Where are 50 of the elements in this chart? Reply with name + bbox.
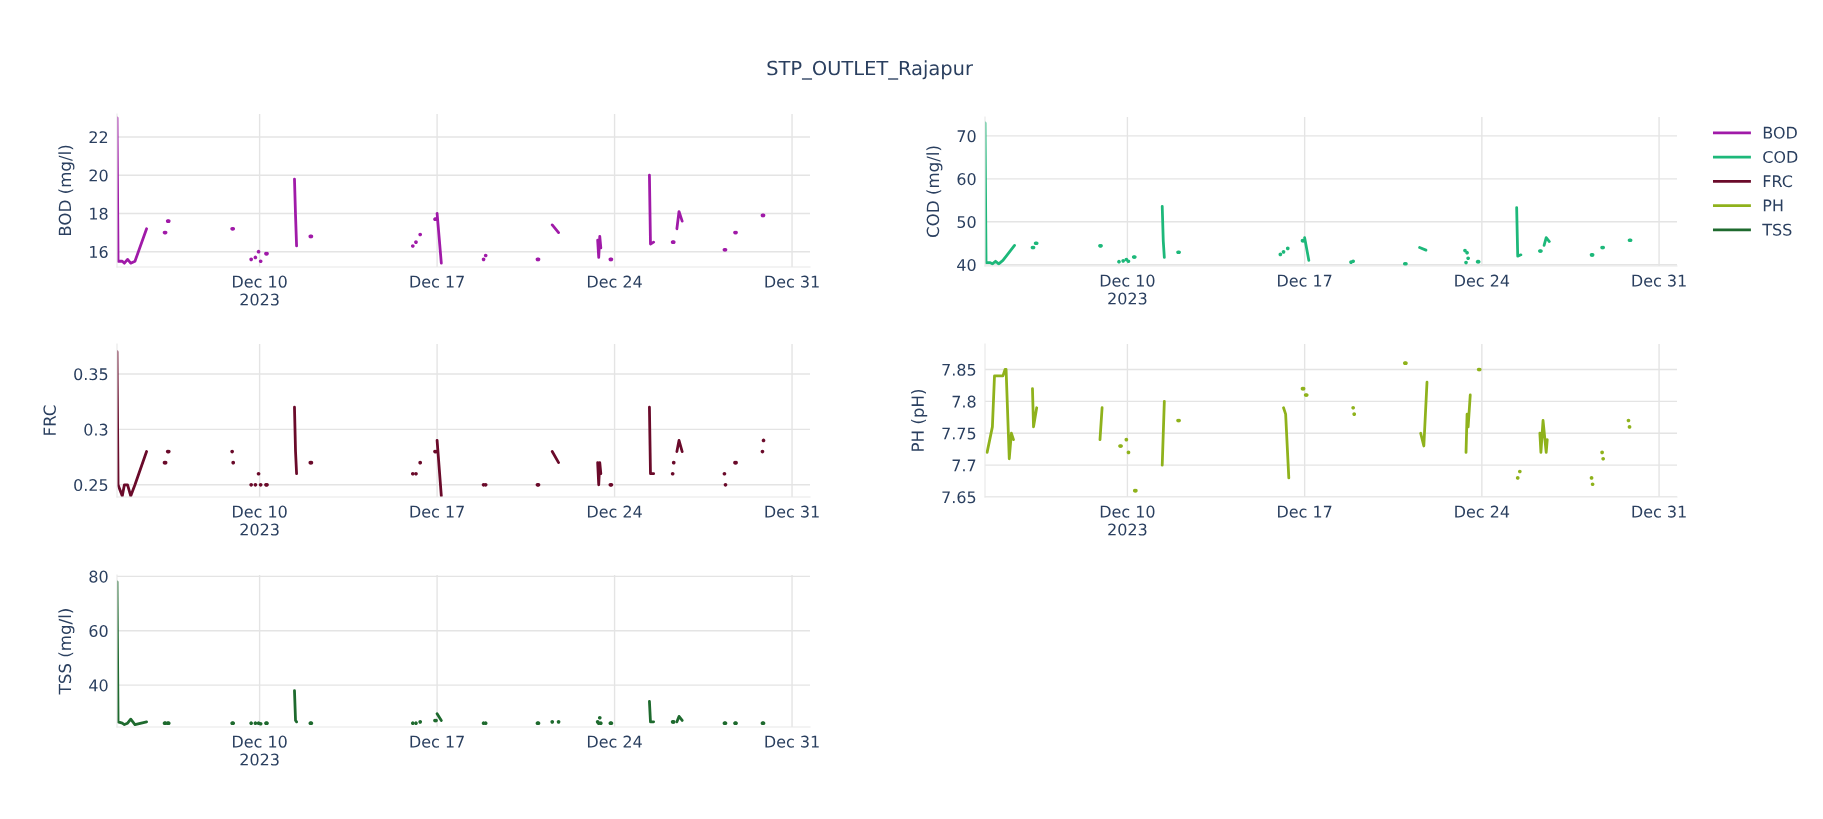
- y-tick-label: 18: [90, 207, 108, 220]
- y-tick-label: 20: [89, 169, 108, 182]
- y-axis-title: COD (mg/l): [926, 146, 943, 238]
- x-tick-label: Dec 31: [1632, 505, 1686, 518]
- y-tick-label: 7.8: [952, 395, 976, 408]
- y-tick-label: 70: [957, 130, 976, 143]
- x-tick-label: Dec 10 2023: [1100, 274, 1155, 305]
- y-tick-label: 60: [957, 173, 976, 186]
- y-tick-label: 7.85: [942, 363, 976, 376]
- y-tick-label: 0.3: [84, 423, 108, 436]
- x-tick-label: Dec 31: [765, 735, 819, 748]
- x-tick-label: Dec 10 2023: [1100, 505, 1155, 536]
- x-tick-label: Dec 31: [765, 505, 819, 518]
- y-axis-title: TSS (mg/l): [58, 609, 75, 695]
- x-tick-label: Dec 24: [587, 735, 642, 748]
- x-tick-label: Dec 17: [410, 505, 464, 518]
- x-tick-label: Dec 31: [1632, 274, 1686, 287]
- y-tick-label: 0.25: [74, 479, 108, 492]
- y-tick-label: 50: [957, 215, 976, 229]
- legend-label: TSS: [1762, 223, 1792, 236]
- x-tick-label: Dec 10 2023: [233, 505, 287, 536]
- y-tick-label: 16: [90, 245, 108, 258]
- y-axis-title: BOD (mg/l): [58, 145, 75, 236]
- x-tick-label: Dec 17: [1278, 274, 1332, 287]
- legend-label: BOD: [1763, 126, 1797, 139]
- x-tick-label: Dec 17: [1278, 505, 1332, 518]
- x-tick-label: Dec 17: [410, 735, 464, 748]
- y-tick-label: 7.65: [942, 491, 976, 504]
- legend-label: PH: [1763, 199, 1783, 212]
- x-tick-label: Dec 24: [1455, 274, 1510, 287]
- x-tick-label: Dec 31: [765, 275, 819, 288]
- y-axis-title: FRC: [43, 405, 56, 435]
- text: STP_OUTLET_Rajapur: [767, 60, 973, 80]
- legend-label: FRC: [1763, 175, 1793, 188]
- x-tick-label: Dec 24: [1455, 505, 1510, 518]
- legend-label: COD: [1763, 150, 1798, 163]
- y-tick-label: 60: [89, 624, 108, 638]
- y-tick-label: 40: [957, 258, 976, 272]
- y-tick-label: 40: [89, 679, 108, 692]
- y-axis-title: PH (pH): [911, 389, 928, 451]
- x-tick-label: Dec 17: [410, 275, 464, 288]
- x-tick-label: Dec 10 2023: [233, 275, 287, 306]
- y-tick-label: 7.75: [942, 427, 976, 440]
- x-tick-label: Dec 24: [587, 275, 642, 288]
- y-tick-label: 22: [89, 131, 108, 144]
- y-tick-label: 80: [89, 570, 108, 583]
- x-tick-label: Dec 10 2023: [233, 735, 287, 766]
- x-tick-label: Dec 24: [587, 505, 642, 518]
- y-tick-label: 7.7: [952, 459, 976, 472]
- y-tick-label: 0.35: [74, 368, 108, 381]
